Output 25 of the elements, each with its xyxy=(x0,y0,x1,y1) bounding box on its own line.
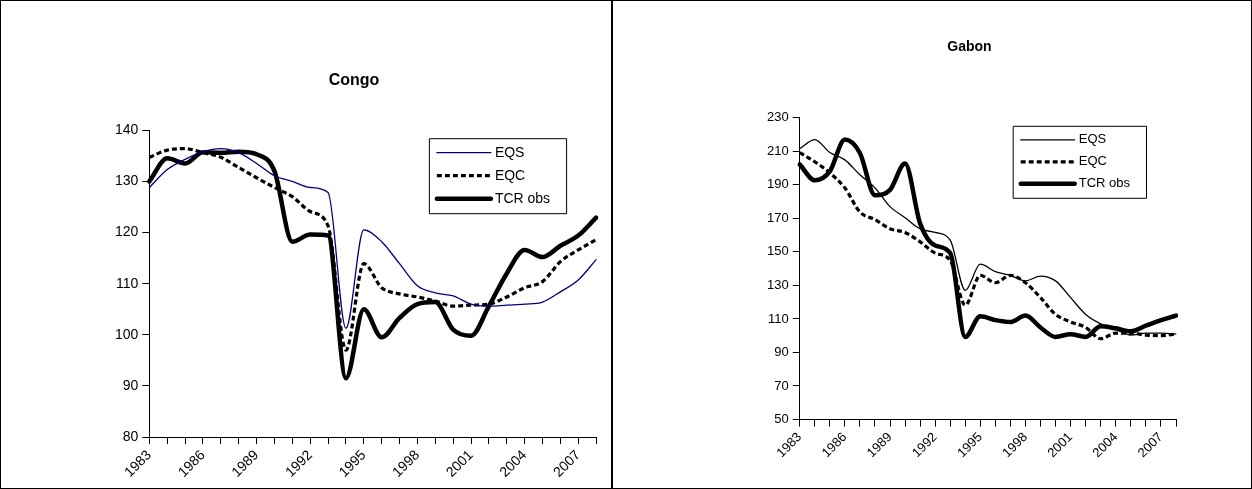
y-tick-label: 50 xyxy=(774,411,789,427)
y-tick-label: 80 xyxy=(122,427,139,444)
y-tick-label: 70 xyxy=(774,377,789,393)
y-tick-label: 120 xyxy=(115,223,139,240)
y-tick-label: 170 xyxy=(766,209,789,225)
y-tick-label: 90 xyxy=(122,376,139,393)
y-tick-label: 110 xyxy=(116,274,139,291)
y-tick-label: 230 xyxy=(766,109,789,125)
y-tick-label: 110 xyxy=(767,310,789,326)
y-tick-label: 190 xyxy=(766,176,789,192)
chart-title: Gabon xyxy=(947,38,992,55)
y-tick-label: 210 xyxy=(766,142,789,158)
legend-label: TCR obs xyxy=(1078,175,1131,191)
y-tick-label: 100 xyxy=(115,325,139,342)
chart-title: Congo xyxy=(328,71,380,89)
y-tick-label: 90 xyxy=(774,344,789,360)
y-tick-label: 140 xyxy=(115,121,139,138)
legend-label: EQS xyxy=(1078,131,1107,147)
y-tick-label: 130 xyxy=(115,172,139,189)
legend-label: TCR obs xyxy=(494,189,551,206)
y-tick-label: 150 xyxy=(766,243,789,259)
legend-label: EQS xyxy=(494,143,525,160)
legend-label: EQC xyxy=(1078,153,1107,169)
y-tick-label: 130 xyxy=(766,277,789,292)
legend-label: EQC xyxy=(494,166,526,183)
